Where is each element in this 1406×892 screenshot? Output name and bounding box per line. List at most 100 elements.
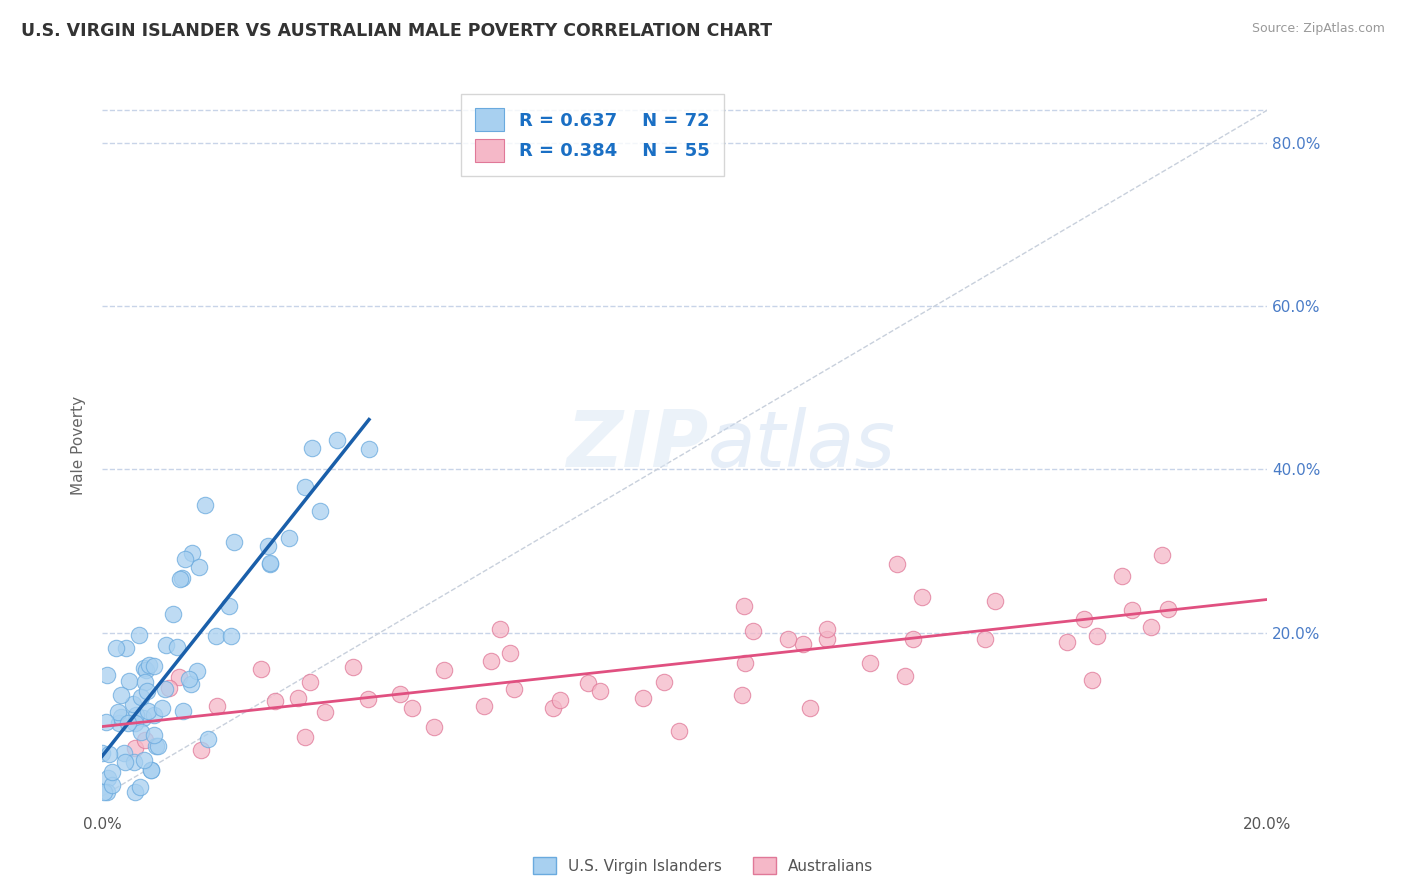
- U.S. Virgin Islanders: [98, 747, 121, 761]
- U.S. Virgin Islanders: [117, 673, 139, 688]
- Australians: [124, 741, 146, 756]
- Text: U.S. VIRGIN ISLANDER VS AUSTRALIAN MALE POVERTY CORRELATION CHART: U.S. VIRGIN ISLANDER VS AUSTRALIAN MALE …: [21, 22, 772, 40]
- U.S. Virgin Islanders: [134, 753, 156, 767]
- U.S. Virgin Islanders: [259, 556, 281, 570]
- U.S. Virgin Islanders: [170, 571, 193, 585]
- U.S. Virgin Islanders: [166, 640, 188, 654]
- U.S. Virgin Islanders: [153, 681, 176, 696]
- U.S. Virgin Islanders: [219, 629, 242, 643]
- Australians: [1056, 634, 1078, 648]
- U.S. Virgin Islanders: [139, 764, 162, 778]
- Australians: [973, 632, 995, 646]
- Australians: [1152, 548, 1174, 562]
- U.S. Virgin Islanders: [142, 659, 165, 673]
- Australians: [778, 632, 800, 646]
- U.S. Virgin Islanders: [110, 709, 132, 723]
- U.S. Virgin Islanders: [180, 677, 202, 691]
- Australians: [1085, 629, 1108, 643]
- Australians: [668, 724, 690, 739]
- U.S. Virgin Islanders: [181, 546, 204, 560]
- U.S. Virgin Islanders: [136, 704, 159, 718]
- U.S. Virgin Islanders: [112, 746, 135, 760]
- U.S. Virgin Islanders: [107, 705, 129, 719]
- U.S. Virgin Islanders: [128, 628, 150, 642]
- U.S. Virgin Islanders: [222, 535, 245, 549]
- U.S. Virgin Islanders: [134, 661, 156, 675]
- Australians: [733, 599, 755, 614]
- U.S. Virgin Islanders: [124, 785, 146, 799]
- U.S. Virgin Islanders: [124, 716, 146, 731]
- U.S. Virgin Islanders: [105, 640, 128, 655]
- U.S. Virgin Islanders: [301, 441, 323, 455]
- Australians: [314, 705, 336, 719]
- Australians: [479, 654, 502, 668]
- U.S. Virgin Islanders: [294, 480, 316, 494]
- U.S. Virgin Islanders: [96, 668, 118, 682]
- U.S. Virgin Islanders: [172, 704, 194, 718]
- U.S. Virgin Islanders: [97, 771, 120, 785]
- Australians: [401, 701, 423, 715]
- U.S. Virgin Islanders: [91, 746, 114, 760]
- Australians: [298, 674, 321, 689]
- U.S. Virgin Islanders: [101, 778, 124, 792]
- Australians: [792, 637, 814, 651]
- U.S. Virgin Islanders: [121, 697, 143, 711]
- U.S. Virgin Islanders: [114, 755, 136, 769]
- U.S. Virgin Islanders: [135, 684, 157, 698]
- Australians: [652, 674, 675, 689]
- Australians: [489, 622, 512, 636]
- Australians: [911, 591, 934, 605]
- U.S. Virgin Islanders: [108, 716, 131, 731]
- Legend: R = 0.637    N = 72, R = 0.384    N = 55: R = 0.637 N = 72, R = 0.384 N = 55: [461, 94, 724, 177]
- Australians: [1111, 568, 1133, 582]
- Australians: [134, 732, 156, 747]
- Australians: [167, 670, 190, 684]
- Australians: [631, 691, 654, 706]
- Australians: [815, 622, 838, 636]
- Australians: [389, 687, 412, 701]
- U.S. Virgin Islanders: [146, 739, 169, 754]
- Australians: [472, 699, 495, 714]
- U.S. Virgin Islanders: [259, 557, 281, 571]
- U.S. Virgin Islanders: [162, 607, 184, 622]
- Australians: [263, 694, 285, 708]
- U.S. Virgin Islanders: [143, 728, 166, 742]
- Text: ZIP: ZIP: [565, 407, 709, 483]
- U.S. Virgin Islanders: [138, 658, 160, 673]
- U.S. Virgin Islanders: [325, 433, 347, 447]
- Australians: [886, 557, 908, 571]
- U.S. Virgin Islanders: [308, 504, 330, 518]
- Australians: [894, 669, 917, 683]
- U.S. Virgin Islanders: [125, 708, 148, 723]
- Australians: [1157, 602, 1180, 616]
- U.S. Virgin Islanders: [143, 708, 166, 723]
- Australians: [1073, 612, 1095, 626]
- U.S. Virgin Islanders: [134, 674, 156, 689]
- U.S. Virgin Islanders: [93, 785, 115, 799]
- U.S. Virgin Islanders: [218, 599, 240, 614]
- Australians: [576, 675, 599, 690]
- Australians: [541, 700, 564, 714]
- Y-axis label: Male Poverty: Male Poverty: [72, 395, 86, 494]
- U.S. Virgin Islanders: [122, 755, 145, 769]
- Australians: [433, 663, 456, 677]
- U.S. Virgin Islanders: [145, 739, 167, 754]
- U.S. Virgin Islanders: [357, 442, 380, 456]
- U.S. Virgin Islanders: [96, 785, 118, 799]
- U.S. Virgin Islanders: [155, 638, 177, 652]
- Australians: [731, 688, 754, 702]
- U.S. Virgin Islanders: [128, 780, 150, 794]
- U.S. Virgin Islanders: [205, 629, 228, 643]
- U.S. Virgin Islanders: [256, 539, 278, 553]
- U.S. Virgin Islanders: [110, 688, 132, 702]
- U.S. Virgin Islanders: [186, 664, 208, 678]
- U.S. Virgin Islanders: [174, 551, 197, 566]
- Australians: [983, 593, 1005, 607]
- U.S. Virgin Islanders: [177, 672, 200, 686]
- U.S. Virgin Islanders: [117, 716, 139, 731]
- Australians: [859, 657, 882, 671]
- Australians: [207, 698, 229, 713]
- U.S. Virgin Islanders: [129, 724, 152, 739]
- Australians: [357, 691, 380, 706]
- Australians: [423, 720, 446, 734]
